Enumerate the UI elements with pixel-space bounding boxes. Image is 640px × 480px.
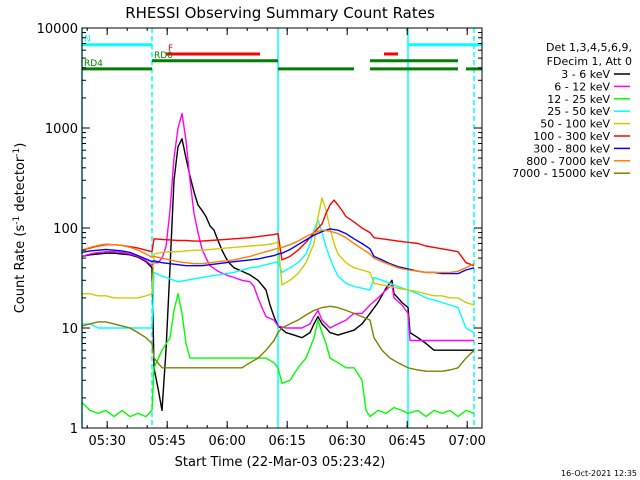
series-line-50-100-kev <box>82 197 475 306</box>
series-lines <box>81 112 475 418</box>
y-axis-label-mid: detector <box>13 156 28 216</box>
legend-entry-6-12-kev: 6 - 12 keV <box>554 80 610 93</box>
y-tick-label-10000: 10000 <box>37 22 78 37</box>
legend-entry-100-300-kev: 100 - 300 keV <box>533 130 610 143</box>
legend-entry-12-25-kev: 12 - 25 keV <box>547 93 610 106</box>
x-tick-label-05-30: 05:30 <box>88 434 125 449</box>
legend-header-1: FDecim 1, Att 0 <box>547 55 632 68</box>
y-axis-label-main: Count Rate (s <box>13 225 28 314</box>
legend-entry-25-50-kev: 25 - 50 keV <box>547 105 610 118</box>
y-axis-label-end: ) <box>13 143 28 148</box>
legend: Det 1,3,4,5,6,9,FDecim 1, Att 03 - 6 keV… <box>512 41 632 180</box>
x-tick-label-07-00: 07:00 <box>448 434 485 449</box>
y-tick-label-1: 1 <box>70 422 78 437</box>
y-axis-label-sup2: -1 <box>12 148 22 157</box>
flag-label-f: F <box>168 44 173 54</box>
legend-entry-800-7000-kev: 800 - 7000 keV <box>526 155 610 168</box>
axes: 05:30 05:45 06:00 06:15 06:30 06:45 07:00 10000… <box>37 22 486 449</box>
series-line-7000-15000-kev <box>81 305 475 372</box>
legend-entry-7000-15000-kev: 7000 - 15000 keV <box>512 167 610 180</box>
x-tick-label-06-30: 06:30 <box>328 434 365 449</box>
timestamp: 16-Oct-2021 12:35 <box>561 469 637 478</box>
legend-entry-3-6-kev: 3 - 6 keV <box>561 68 610 81</box>
legend-entry-300-800-kev: 300 - 800 keV <box>533 142 610 155</box>
y-tick-label-10: 10 <box>61 322 78 337</box>
series-line-3-6-kev <box>81 138 474 412</box>
chart-title: RHESSI Observing Summary Count Rates <box>125 4 435 22</box>
y-tick-label-100: 100 <box>53 222 78 237</box>
x-axis-label: Start Time (22-Mar-03 05:23:42) <box>175 455 386 470</box>
x-tick-label-06-45: 06:45 <box>388 434 425 449</box>
series-line-12-25-kev <box>81 293 475 418</box>
y-axis-label: Count Rate (s-1 detector-1) <box>12 143 28 314</box>
y-axis-label-sup1: -1 <box>12 216 22 225</box>
legend-entry-50-100-kev: 50 - 100 keV <box>540 118 610 131</box>
series-line-25-50-kev <box>82 219 475 334</box>
flag-label-rd4: RD4 <box>84 59 103 69</box>
series-line-800-7000-kev <box>81 229 475 274</box>
x-tick-label-06-15: 06:15 <box>268 434 305 449</box>
series-line-100-300-kev <box>81 199 475 267</box>
series-line-300-800-kev <box>81 228 475 275</box>
legend-header-0: Det 1,3,4,5,6,9, <box>546 41 632 54</box>
x-tick-label-06-00: 06:00 <box>208 434 245 449</box>
flag-label-rd0: RD0 <box>154 51 173 61</box>
y-tick-label-1000: 1000 <box>45 122 78 137</box>
flag-label-n: N <box>84 35 91 45</box>
x-tick-label-05-45: 05:45 <box>148 434 185 449</box>
series-line-6-12-kev <box>81 112 474 342</box>
